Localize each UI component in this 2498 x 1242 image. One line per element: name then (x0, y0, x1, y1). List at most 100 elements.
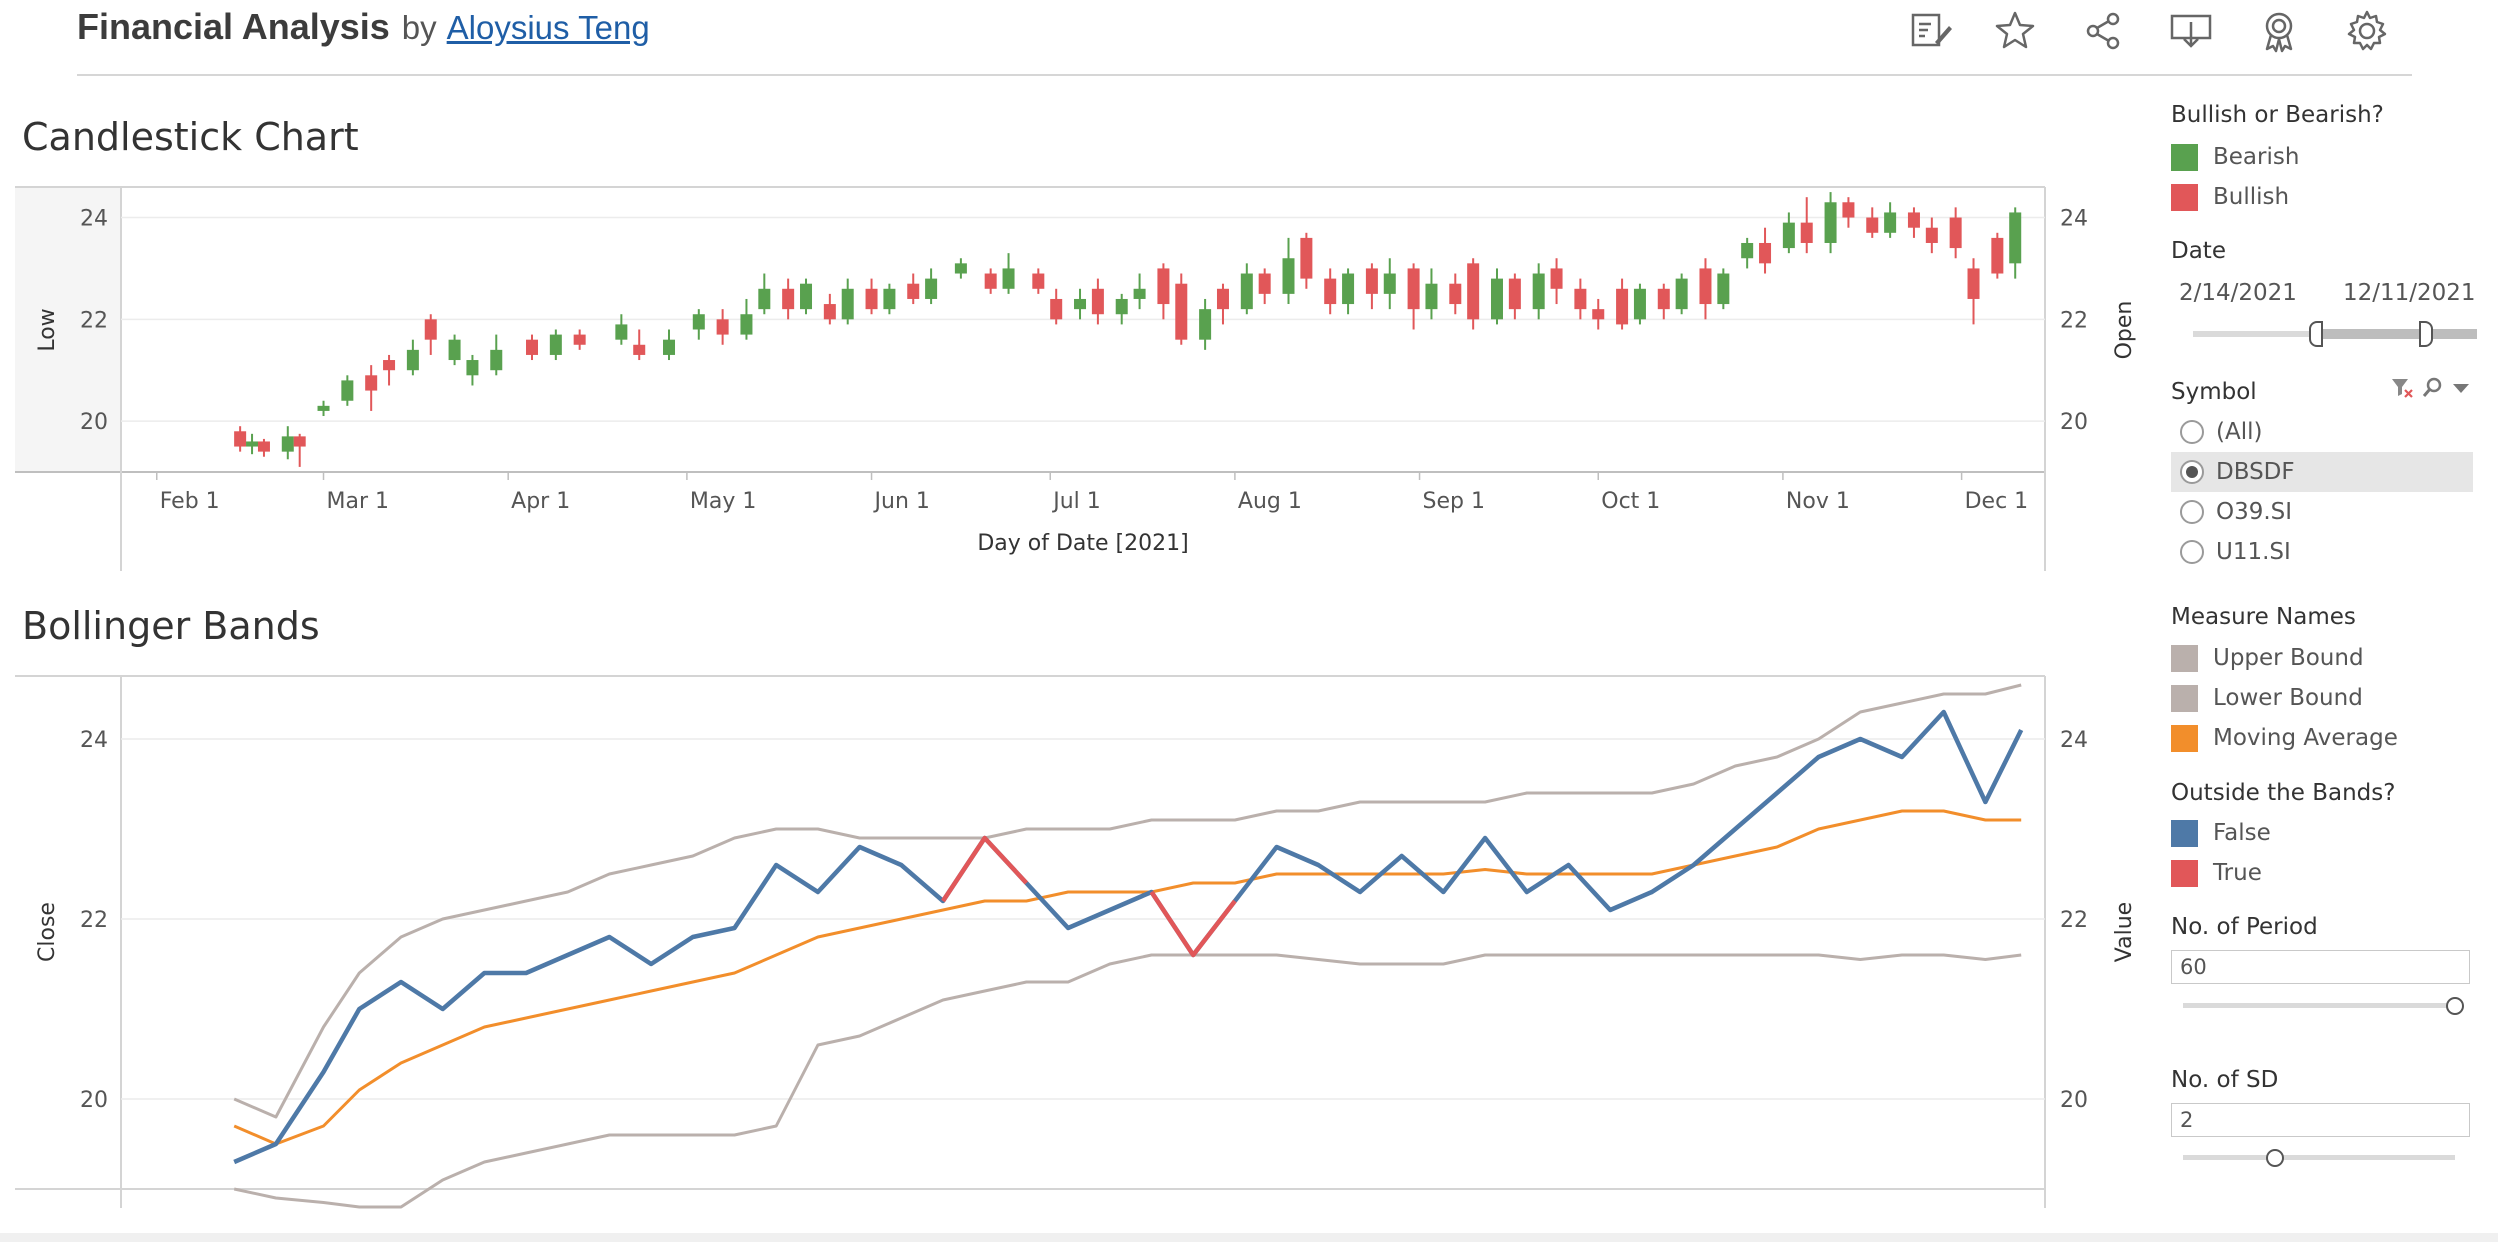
y-tick-label: 20 (2060, 410, 2088, 435)
legend-item-moving-average[interactable]: Moving Average (2171, 721, 2398, 755)
radio-button[interactable] (2180, 420, 2204, 444)
candle-body (490, 349, 503, 371)
candle-body (1925, 227, 1938, 243)
candle-body (1324, 278, 1337, 305)
symbol-option-label: U11.SI (2216, 539, 2291, 565)
share-icon[interactable] (2078, 6, 2128, 56)
star-icon[interactable] (1990, 6, 2040, 56)
symbol-option-label: DBSDF (2216, 459, 2295, 485)
period-slider-thumb[interactable] (2446, 997, 2464, 1015)
candle-body (1699, 268, 1712, 305)
candle-body (1032, 273, 1045, 289)
radio-button[interactable] (2180, 500, 2204, 524)
candle-body (1365, 268, 1378, 294)
outside-legend-title: Outside the Bands? (2171, 780, 2396, 806)
symbol-option-all[interactable]: (All) (2171, 412, 2473, 452)
candle-body (293, 436, 306, 447)
symbol-option-o39[interactable]: O39.SI (2171, 492, 2473, 532)
candle-body (1675, 278, 1688, 310)
sd-slider-thumb[interactable] (2266, 1149, 2285, 1167)
candle-body (1884, 212, 1897, 233)
candle-body (365, 375, 378, 391)
settings-icon[interactable] (2342, 6, 2392, 56)
outside-band-segment (1149, 890, 1237, 958)
true-swatch (2171, 859, 2198, 887)
x-tick-label: Feb 1 (160, 489, 220, 514)
candle-body (883, 288, 896, 310)
symbol-option-dbsdf[interactable]: DBSDF (2171, 452, 2473, 492)
annotate-icon[interactable] (1905, 6, 1955, 56)
side-panel: Bullish or Bearish? Bearish Bullish Date… (2150, 0, 2498, 1242)
candle-body (1967, 268, 1980, 299)
bullish-swatch (2171, 183, 2198, 211)
candle-body (1550, 268, 1563, 289)
gridlines (121, 738, 2045, 1100)
badge-icon[interactable] (2254, 6, 2304, 56)
candle-body (1508, 278, 1521, 310)
legend-item-bullish[interactable]: Bullish (2171, 180, 2289, 214)
candle-body (1592, 309, 1605, 320)
symbol-option-label: O39.SI (2216, 499, 2293, 525)
candle-body (1759, 242, 1772, 264)
author-link[interactable]: Aloysius Teng (446, 9, 650, 46)
candle-body (1949, 217, 1962, 249)
candle-body (1342, 273, 1355, 305)
false-swatch (2171, 819, 2198, 847)
true-label: True (2213, 860, 2262, 886)
right-y-ticks: 24 22 20 (2060, 207, 2088, 436)
period-input[interactable] (2171, 950, 2470, 984)
sd-slider-track[interactable] (2183, 1155, 2455, 1160)
x-tick-label: Jun 1 (873, 489, 930, 514)
candle-body (448, 339, 461, 361)
candle-body (1240, 273, 1253, 310)
moving-average-label: Moving Average (2213, 725, 2398, 751)
period-slider-track[interactable] (2183, 1003, 2455, 1008)
x-axis-label: Day of Date [2021] (977, 531, 1188, 556)
dropdown-chevron-icon[interactable] (2449, 376, 2473, 400)
download-icon[interactable] (2166, 6, 2216, 56)
clear-filter-icon[interactable] (2390, 376, 2414, 400)
candle-body (800, 283, 813, 310)
upper-bound-swatch (2171, 644, 2198, 672)
radio-button[interactable] (2180, 540, 2204, 564)
candle-body (466, 360, 479, 376)
candle-body (1782, 222, 1795, 249)
date-start-label: 2/14/2021 (2179, 280, 2297, 306)
candle-body (925, 278, 938, 299)
candle-body (758, 288, 771, 310)
legend-item-false[interactable]: False (2171, 816, 2271, 850)
candle-body (1115, 298, 1128, 315)
candle-body (1425, 283, 1438, 310)
date-slider-start-handle[interactable] (2309, 321, 2323, 347)
y-tick-label: 20 (80, 410, 108, 435)
x-ticks: Feb 1 Mar 1 Apr 1 May 1 Jun 1 Jul 1 Aug 1 Sep 1… (155, 472, 2028, 514)
outside-band-segment (941, 835, 1029, 903)
candle-body (907, 283, 920, 299)
symbol-option-u11[interactable]: U11.SI (2171, 532, 2473, 572)
date-end-label: 12/11/2021 (2343, 280, 2476, 306)
sd-input[interactable] (2171, 1103, 2470, 1137)
candle-body (823, 304, 836, 320)
candle-body (1175, 283, 1188, 340)
radio-button-selected[interactable] (2180, 460, 2204, 484)
candle-body (1532, 273, 1545, 310)
date-slider-end-handle[interactable] (2419, 321, 2433, 347)
candle-body (740, 314, 753, 335)
candle-body (1490, 278, 1503, 320)
candle-body (1800, 222, 1813, 243)
upper-bound-label: Upper Bound (2213, 645, 2364, 671)
candle-body (1282, 258, 1295, 294)
x-tick-label: May 1 (690, 489, 756, 514)
symbol-filter-title: Symbol (2171, 379, 2257, 405)
workbook-title: Financial Analysis (77, 6, 390, 47)
legend-item-lower-bound[interactable]: Lower Bound (2171, 681, 2363, 715)
close-line (233, 709, 2024, 1165)
legend-item-true[interactable]: True (2171, 856, 2262, 890)
candle-body (1258, 273, 1271, 294)
search-icon[interactable] (2420, 376, 2444, 400)
candle-body (1467, 263, 1480, 320)
legend-item-upper-bound[interactable]: Upper Bound (2171, 641, 2364, 675)
x-tick-label: Jul 1 (1051, 489, 1101, 514)
candle-body (1199, 309, 1212, 340)
legend-item-bearish[interactable]: Bearish (2171, 140, 2299, 174)
